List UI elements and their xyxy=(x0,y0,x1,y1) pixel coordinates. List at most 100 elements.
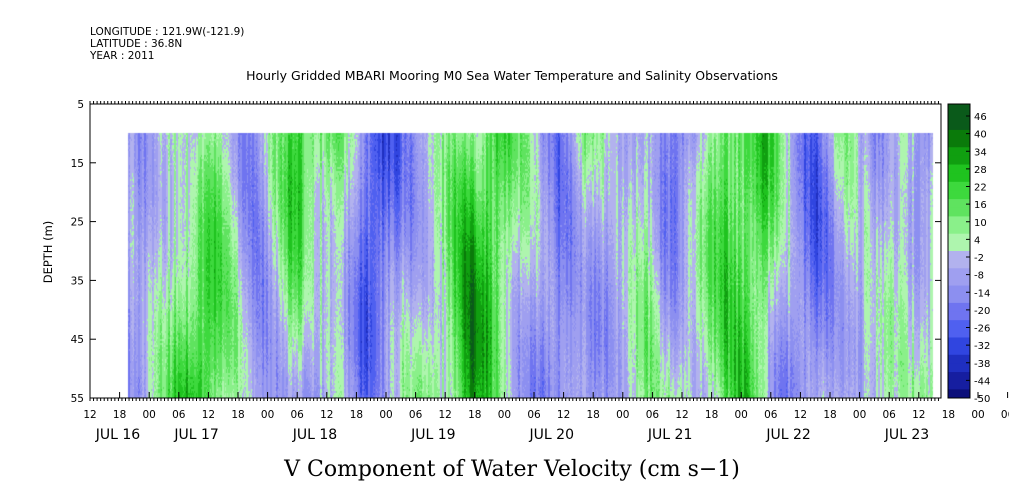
colorbar-segment xyxy=(948,268,970,278)
colorbar-label: 22 xyxy=(974,183,987,194)
colorbar-segment xyxy=(948,251,970,261)
colorbar-segment xyxy=(948,190,970,200)
colorbar-label: -20 xyxy=(974,306,990,317)
colorbar-segment xyxy=(948,328,970,338)
colorbar-segment xyxy=(948,302,970,313)
x-axis-title: V Component of Water Velocity (cm s−1) xyxy=(283,457,740,482)
colorbar-label: 34 xyxy=(974,147,987,158)
hour-tick-label: 06 xyxy=(764,409,778,421)
heatmap-field xyxy=(90,104,941,398)
colorbar-label: 28 xyxy=(974,165,987,176)
hour-tick-label: 06 xyxy=(1001,409,1009,421)
colorbar-segment xyxy=(948,164,970,174)
hour-tick-label: 18 xyxy=(823,409,836,421)
colorbar-segment xyxy=(948,155,970,166)
hour-tick-label: 12 xyxy=(202,409,215,421)
date-tick-label: JUL 19 xyxy=(410,427,455,443)
hour-tick-label: 12 xyxy=(675,409,688,421)
hour-tick-label: 00 xyxy=(616,409,629,421)
colorbar-segment xyxy=(948,233,970,243)
colorbar-segment xyxy=(948,207,970,217)
colorbar-label: 10 xyxy=(974,218,987,229)
hour-tick-label: 06 xyxy=(883,409,897,421)
hour-tick-label: 18 xyxy=(350,409,363,421)
colorbar-segment xyxy=(948,121,970,131)
hour-tick-label: 12 xyxy=(83,409,96,421)
colorbar-frame xyxy=(947,103,971,399)
hour-tick-label: 00 xyxy=(853,409,866,421)
hour-tick-label: 12 xyxy=(557,409,570,421)
colorbar-segment xyxy=(948,112,970,122)
heatmap xyxy=(90,104,941,398)
colorbar-segment xyxy=(948,389,970,399)
colorbar-segment xyxy=(948,337,970,347)
date-tick-label: JUL 16 xyxy=(95,427,141,443)
hour-tick-label: 00 xyxy=(735,409,748,421)
minor-ticks xyxy=(89,101,939,401)
hour-tick-label: 12 xyxy=(439,409,452,421)
date-tick-label: JUL 18 xyxy=(292,427,337,443)
hour-tick-label: 00 xyxy=(971,409,984,421)
date-tick-label: JUL 21 xyxy=(647,427,692,443)
hour-tick-label: 06 xyxy=(172,409,186,421)
colorbar-label: -32 xyxy=(974,341,990,352)
hour-tick-label: 00 xyxy=(261,409,274,421)
hour-tick-label: 06 xyxy=(291,409,305,421)
hour-tick-label: 00 xyxy=(379,409,392,421)
colorbar-segment xyxy=(948,276,970,287)
hour-tick-label: 06 xyxy=(646,409,660,421)
hour-tick-label: 18 xyxy=(113,409,126,421)
colorbar-label: 4 xyxy=(974,235,980,246)
colorbar-label: -2 xyxy=(974,253,984,264)
colorbar-segment xyxy=(948,259,970,269)
colorbar-label: 40 xyxy=(974,130,987,141)
y-axis-label: DEPTH (m) xyxy=(41,221,55,284)
hour-tick-label: 12 xyxy=(794,409,807,421)
colorbar-segment xyxy=(948,138,970,148)
chart-title: Hourly Gridded MBARI Mooring M0 Sea Wate… xyxy=(246,68,778,83)
hour-tick-label: 18 xyxy=(705,409,718,421)
hour-tick-label: 18 xyxy=(587,409,600,421)
hour-tick-label: 12 xyxy=(320,409,333,421)
hour-tick-label: 12 xyxy=(912,409,925,421)
colorbar-segment xyxy=(948,354,970,364)
y-tick-label: 45 xyxy=(71,334,84,346)
colorbar-label: -44 xyxy=(974,376,990,387)
y-tick-label: 35 xyxy=(71,275,84,287)
hour-tick-label: 00 xyxy=(143,409,156,421)
colorbar-segment xyxy=(948,147,970,157)
colorbar-segment xyxy=(948,104,970,114)
hour-tick-label: 00 xyxy=(498,409,511,421)
colorbar-segment xyxy=(948,173,970,183)
y-tick-label: 5 xyxy=(77,99,84,111)
hour-tick-label: 18 xyxy=(468,409,481,421)
latitude-label: LATITUDE : 36.8N xyxy=(90,38,182,50)
y-axis: 5 15 25 35 45 55 xyxy=(71,99,941,405)
colorbar: 46 40 34 28 22 16 10 4 -2 -8 -14 -20 -26 -32 -38 -44 -50 xyxy=(947,103,990,405)
hour-tick-label: 06 xyxy=(409,409,423,421)
y-tick-label: 55 xyxy=(71,393,84,405)
hour-tick-label: 18 xyxy=(942,409,955,421)
colorbar-label: -26 xyxy=(974,324,990,335)
longitude-label: LONGITUDE : 121.9W(-121.9) xyxy=(90,26,244,38)
y-tick-label: 15 xyxy=(71,158,84,170)
colorbar-segment xyxy=(948,363,970,373)
hour-tick-label: 18 xyxy=(231,409,244,421)
colorbar-segment xyxy=(948,129,970,140)
colorbar-segment xyxy=(948,181,970,191)
colorbar-segment xyxy=(948,380,970,390)
hour-tick-label: 06 xyxy=(527,409,541,421)
date-tick-label: JUL 17 xyxy=(173,427,218,443)
colorbar-label: -14 xyxy=(974,288,990,299)
colorbar-segment xyxy=(948,294,970,304)
colorbar-segment xyxy=(948,320,970,330)
colorbar-label: -38 xyxy=(974,359,990,370)
colorbar-label: 16 xyxy=(974,200,987,211)
x-axis: 12 18 00 06 12 18 00 06 12 18 00 06 12 18 00 06 12 18 00 06… xyxy=(83,392,1009,443)
colorbar-segment xyxy=(948,216,970,226)
colorbar-segment xyxy=(948,372,970,382)
date-tick-label: JUL 20 xyxy=(529,427,574,443)
colorbar-segment xyxy=(948,199,970,209)
colorbar-segment xyxy=(948,285,970,295)
